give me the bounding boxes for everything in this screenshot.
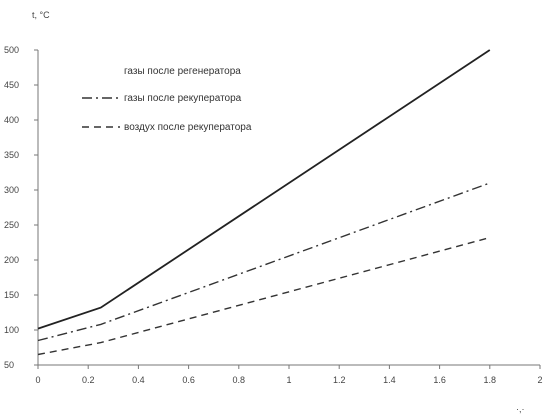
y-tick-label: 300	[4, 185, 19, 195]
x-tick-label: 2	[537, 375, 542, 385]
x-tick-label: 0.2	[82, 375, 95, 385]
x-axis-title: ·,·	[516, 404, 525, 414]
series-line-1	[37, 49, 491, 330]
y-axis-title: t, °C	[32, 10, 50, 20]
y-tick-label: 200	[4, 255, 19, 265]
x-tick-label: 1.8	[484, 375, 497, 385]
x-tick-label: 0.8	[233, 375, 246, 385]
series-line-2	[37, 182, 491, 342]
x-tick-label: 1.6	[433, 375, 446, 385]
x-tick-label: 1.4	[383, 375, 396, 385]
x-tick-label: 1.2	[333, 375, 346, 385]
y-tick-label: 250	[4, 220, 19, 230]
legend-header: газы после регенератора	[124, 66, 241, 77]
x-tick-label: 0	[35, 375, 40, 385]
series-line-3	[37, 236, 490, 356]
x-tick-label: 0.6	[182, 375, 195, 385]
legend-label-3: воздух после рекуператора	[124, 122, 252, 133]
y-tick-label: 450	[4, 80, 19, 90]
x-tick-label: 0.4	[132, 375, 145, 385]
y-tick-label: 500	[4, 45, 19, 55]
y-tick-label: 150	[4, 290, 19, 300]
legend-label-2: газы после рекуператора	[124, 93, 242, 104]
y-tick-label: 50	[4, 360, 14, 370]
x-tick-label: 1	[286, 375, 291, 385]
y-tick-label: 100	[4, 325, 19, 335]
y-tick-label: 400	[4, 115, 19, 125]
y-tick-label: 350	[4, 150, 19, 160]
